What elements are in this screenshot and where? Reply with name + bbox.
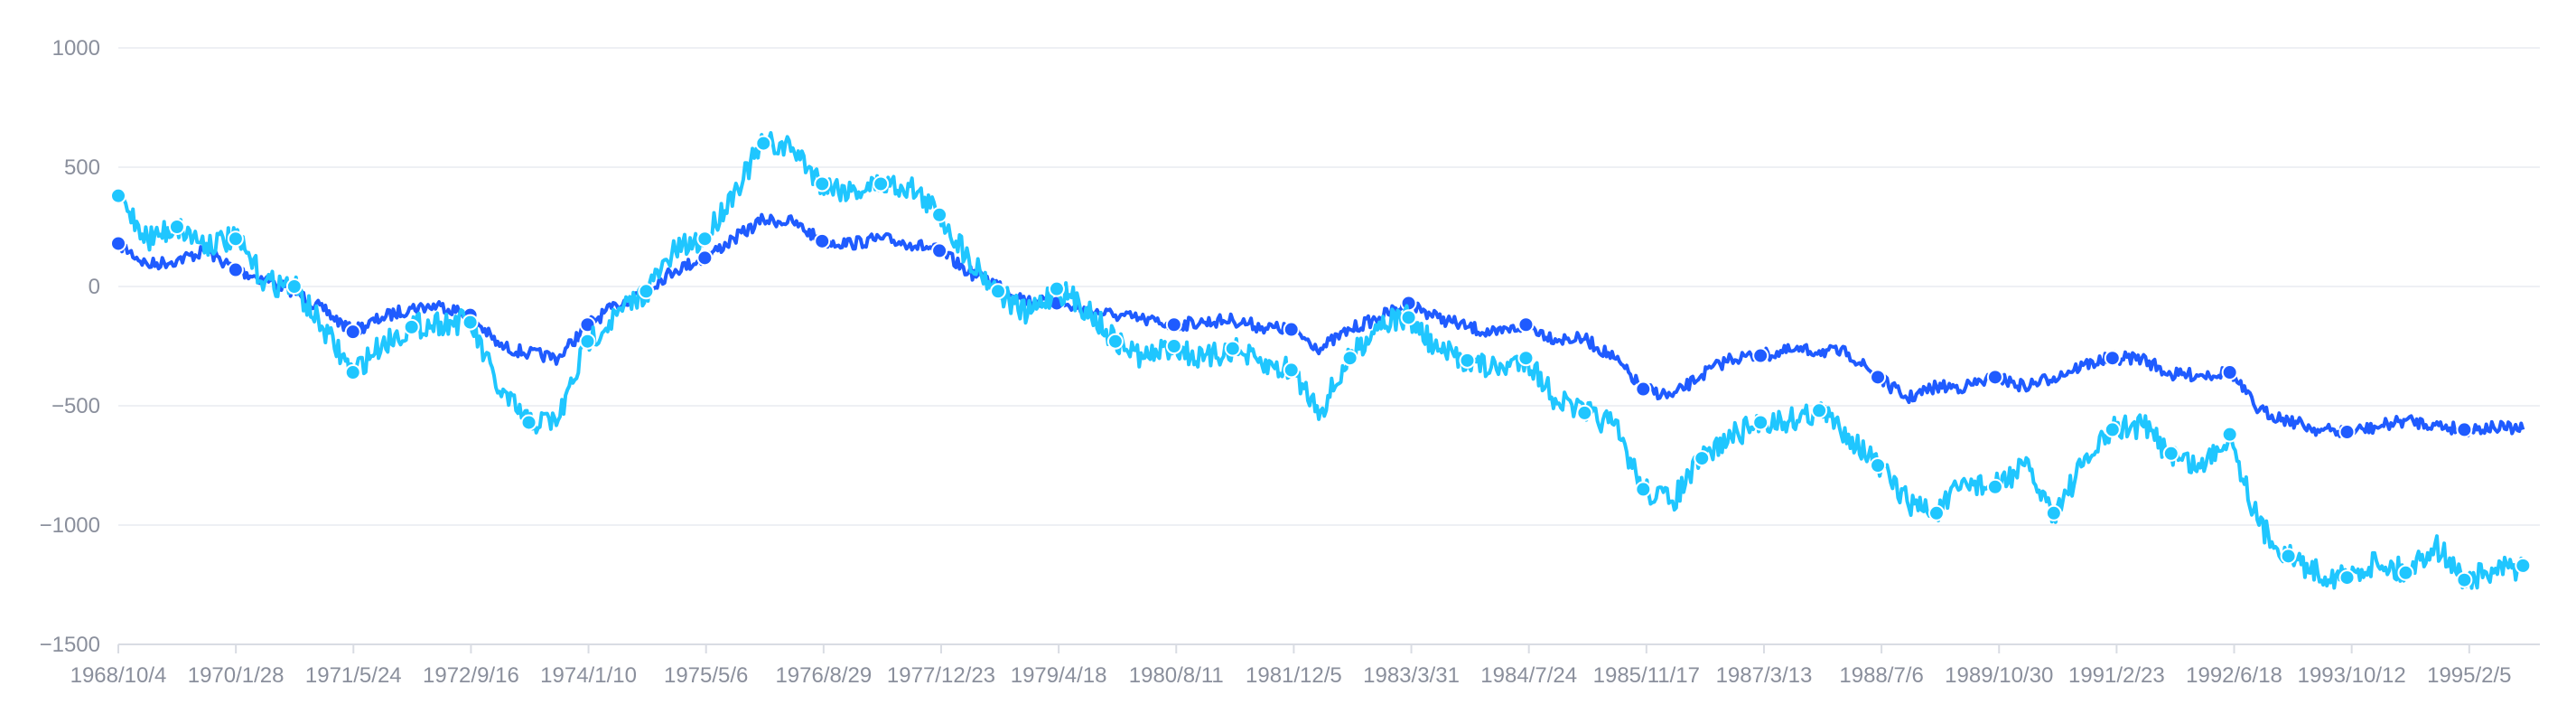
data-point xyxy=(1224,340,1241,357)
y-tick-label: 1000 xyxy=(52,36,100,61)
data-point xyxy=(931,206,948,223)
x-tick-label: 1987/3/13 xyxy=(1716,663,1813,688)
x-tick-label: 1968/10/4 xyxy=(70,663,167,688)
data-point xyxy=(1870,369,1887,386)
data-point xyxy=(2338,569,2356,587)
series-line xyxy=(117,131,2525,590)
y-tick-label: −1500 xyxy=(40,633,100,657)
x-tick-label: 1974/1/10 xyxy=(540,663,637,688)
x-tick-label: 1988/7/6 xyxy=(1839,663,1923,688)
data-point xyxy=(1341,350,1358,367)
data-point xyxy=(1927,504,1945,521)
data-point xyxy=(696,249,714,267)
data-point xyxy=(285,278,303,295)
data-point xyxy=(403,318,420,335)
x-tick-label: 1972/9/16 xyxy=(423,663,519,688)
data-point xyxy=(1694,450,1711,467)
data-point xyxy=(1400,309,1417,326)
data-point xyxy=(2104,421,2121,438)
data-point xyxy=(2045,504,2062,521)
x-tick-label: 1970/1/28 xyxy=(188,663,285,688)
data-point xyxy=(1870,457,1887,474)
x-tick-label: 1976/8/29 xyxy=(775,663,872,688)
data-point xyxy=(2280,548,2297,565)
data-point xyxy=(2221,426,2238,443)
data-point xyxy=(1517,350,1535,367)
data-point xyxy=(1283,362,1300,379)
y-axis: 1000 500 0 −500 −1000 −1500 xyxy=(40,36,100,657)
data-point xyxy=(2338,424,2356,441)
data-point xyxy=(638,283,655,300)
data-point xyxy=(814,175,831,192)
x-tick-label: 1971/5/24 xyxy=(305,663,402,688)
data-point xyxy=(1106,333,1124,350)
data-point xyxy=(2456,571,2473,588)
y-tick-label: −1000 xyxy=(40,513,100,538)
data-point xyxy=(2104,350,2121,367)
x-tick-label: 1979/4/18 xyxy=(1011,663,1107,688)
data-point xyxy=(2515,557,2532,574)
data-point xyxy=(462,314,479,331)
data-point xyxy=(1576,404,1593,421)
data-point xyxy=(1811,402,1828,419)
data-point xyxy=(344,364,361,381)
data-point xyxy=(110,187,126,204)
x-tick-label: 1989/10/30 xyxy=(1945,663,2053,688)
series-layer xyxy=(110,131,2532,590)
data-point xyxy=(344,324,361,341)
y-tick-label: 500 xyxy=(64,155,100,180)
series-2 xyxy=(110,131,2532,590)
data-point xyxy=(814,232,831,249)
data-point xyxy=(2162,445,2179,462)
data-point xyxy=(1986,478,2003,495)
y-tick-label: 0 xyxy=(89,275,100,299)
data-point xyxy=(1517,316,1535,333)
data-point xyxy=(990,283,1007,300)
x-tick-label: 1993/10/12 xyxy=(2298,663,2406,688)
x-tick-label: 1980/8/11 xyxy=(1129,663,1224,688)
data-point xyxy=(1048,280,1065,297)
data-point xyxy=(579,333,596,350)
data-point xyxy=(227,261,244,278)
x-tick-label: 1981/12/5 xyxy=(1246,663,1342,688)
data-point xyxy=(1986,369,2003,386)
data-point xyxy=(931,242,948,259)
data-point xyxy=(2221,364,2238,381)
x-tick-label: 1975/5/6 xyxy=(664,663,748,688)
data-point xyxy=(755,135,772,152)
series-line xyxy=(117,212,2525,438)
data-point xyxy=(696,230,714,248)
x-tick-label: 1977/12/23 xyxy=(887,663,995,688)
data-point xyxy=(1752,414,1769,431)
data-point xyxy=(227,230,244,248)
data-point xyxy=(1165,316,1182,333)
data-point xyxy=(1283,321,1300,338)
x-tick-label: 1995/2/5 xyxy=(2427,663,2511,688)
x-tick-label: 1991/2/23 xyxy=(2068,663,2165,688)
data-point xyxy=(168,219,185,235)
data-point xyxy=(1752,347,1769,364)
x-axis: 1968/10/4 1970/1/28 1971/5/24 1972/9/16 1974… xyxy=(70,644,2512,688)
data-point xyxy=(1635,380,1652,398)
data-point xyxy=(110,235,126,252)
data-point xyxy=(520,414,537,431)
y-tick-label: −500 xyxy=(51,394,100,418)
data-point xyxy=(1635,481,1652,498)
data-point xyxy=(2456,421,2473,438)
data-point xyxy=(1165,338,1182,354)
x-tick-label: 1992/6/18 xyxy=(2186,663,2282,688)
data-point xyxy=(873,175,890,192)
x-tick-label: 1984/7/24 xyxy=(1480,663,1577,688)
grid-lines xyxy=(118,47,2540,645)
x-tick-label: 1985/11/17 xyxy=(1593,663,1700,688)
data-point xyxy=(2397,564,2414,581)
data-point xyxy=(1459,352,1476,369)
x-tick-label: 1983/3/31 xyxy=(1363,663,1460,688)
